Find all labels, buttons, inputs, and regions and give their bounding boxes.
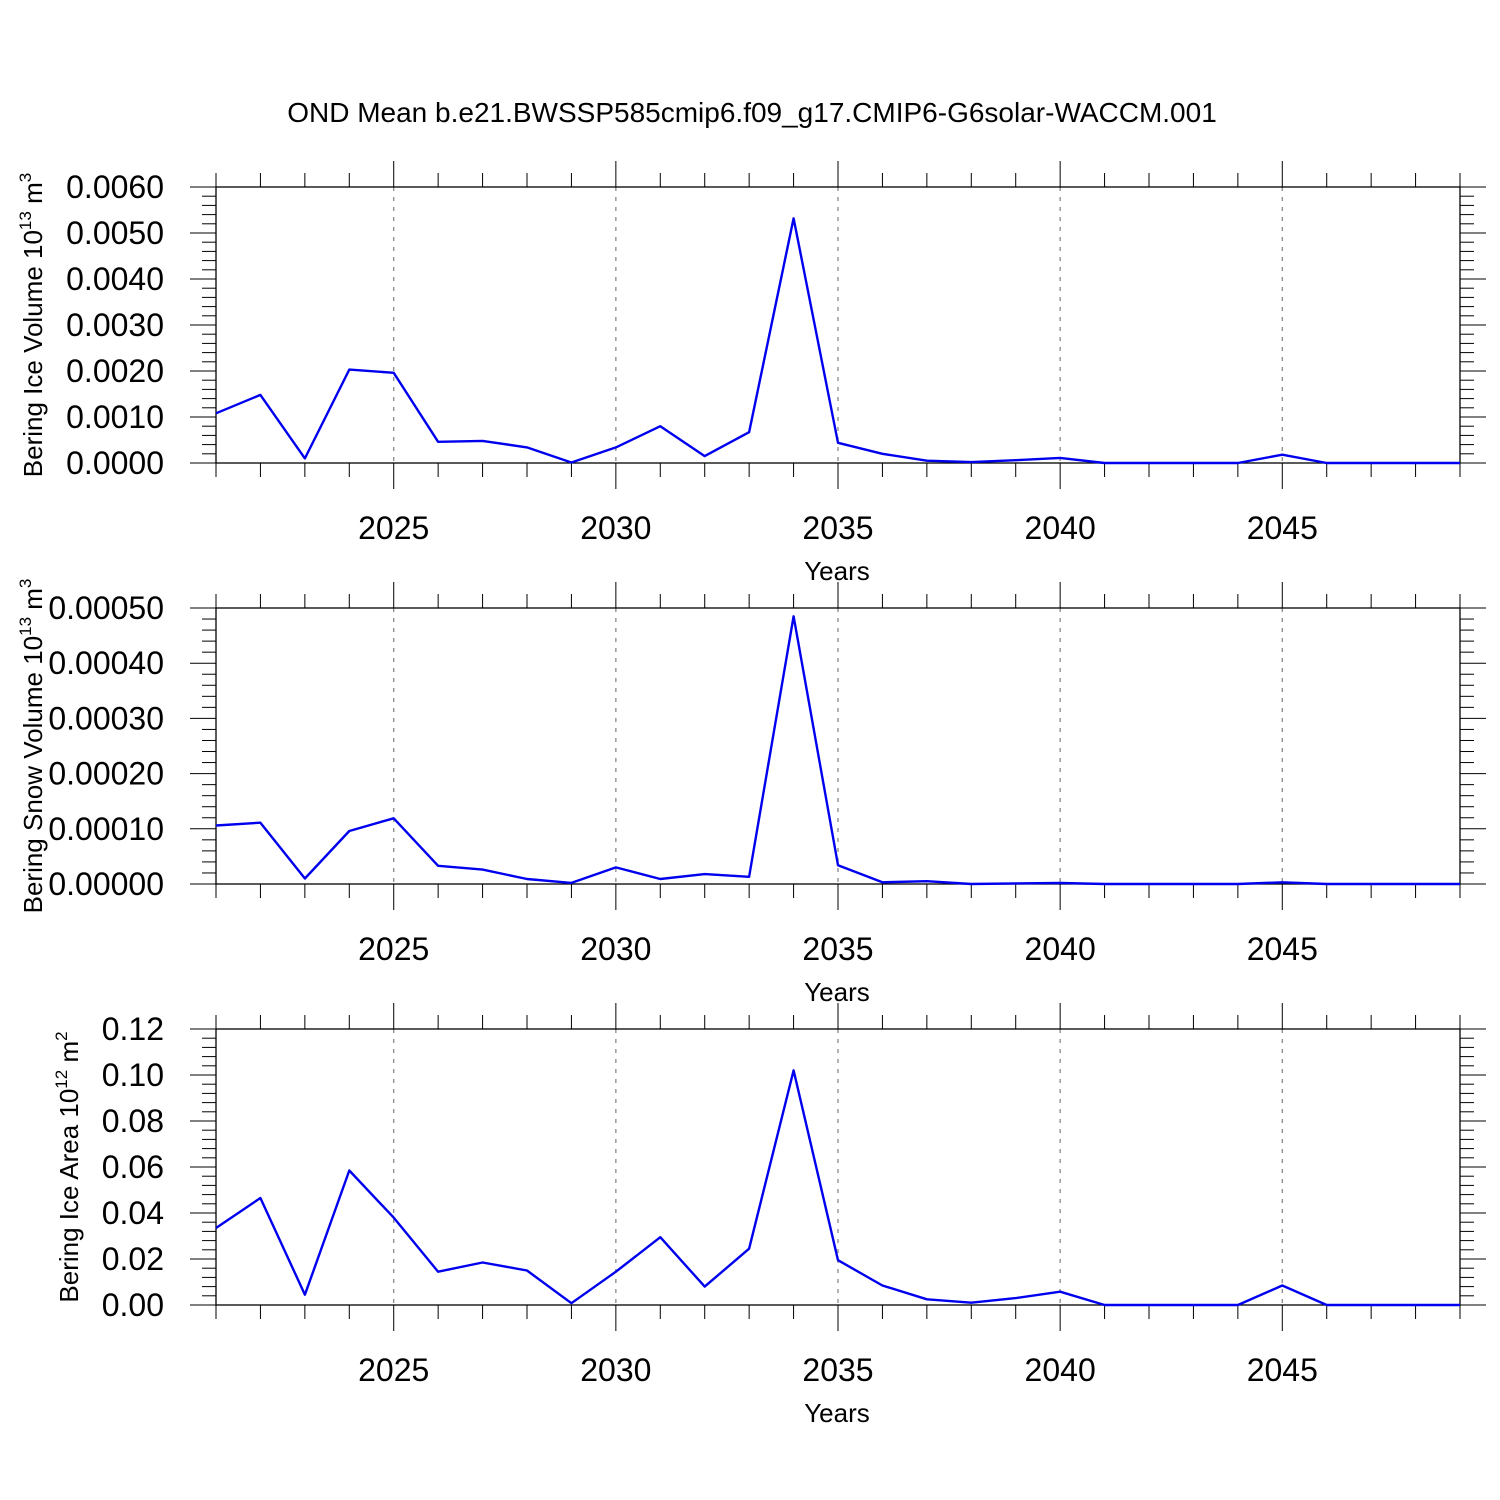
x-axis-title: Years xyxy=(804,1398,870,1428)
y-axis-title: Bering Ice Area 1012 m2 xyxy=(52,1031,84,1302)
x-axis-title: Years xyxy=(804,556,870,586)
series-line xyxy=(215,615,1460,886)
x-tick-label-2040: 2040 xyxy=(1025,931,1096,967)
x-tick-label-2045: 2045 xyxy=(1247,931,1318,967)
y-axis-title-unit: m xyxy=(54,1041,84,1070)
x-tick-label-2045: 2045 xyxy=(1247,1352,1318,1388)
y-axis-title-unit: m xyxy=(18,588,48,617)
y-tick-label-0.04: 0.04 xyxy=(102,1195,164,1231)
series-line xyxy=(215,1069,1460,1307)
y-axis-title-text: Bering Snow Volume 10 xyxy=(18,636,48,914)
y-tick-label-0.10: 0.10 xyxy=(102,1057,164,1093)
y-tick-label-0.08: 0.08 xyxy=(102,1103,164,1139)
x-tick-label-2030: 2030 xyxy=(580,931,651,967)
y-tick-label-0.00: 0.00 xyxy=(102,1287,164,1323)
y-tick-label-0.0010: 0.0010 xyxy=(66,399,164,435)
x-tick-label-2030: 2030 xyxy=(580,1352,651,1388)
y-tick-label-0.0060: 0.0060 xyxy=(66,169,164,205)
y-axis-title-exponent: 13 xyxy=(16,617,35,636)
y-axis-title-unit-exponent: 3 xyxy=(16,173,35,182)
y-tick-label-0.0030: 0.0030 xyxy=(66,307,164,343)
y-axis-title-exponent: 12 xyxy=(52,1070,71,1089)
panels: 2025 2030 2035 2040 2045 Years 0.0000 0.0010 0.0… xyxy=(16,161,1486,1428)
y-tick-label-0.00020: 0.00020 xyxy=(48,756,164,792)
y-tick-label-0.0020: 0.0020 xyxy=(66,353,164,389)
y-tick-label-0.00000: 0.00000 xyxy=(48,866,164,902)
y-tick-label-0.00010: 0.00010 xyxy=(48,811,164,847)
y-axis-title-unit-exponent: 2 xyxy=(52,1031,71,1040)
y-axis-title-exponent: 13 xyxy=(16,211,35,230)
x-tick-label-2035: 2035 xyxy=(802,931,873,967)
y-tick-label-0.00040: 0.00040 xyxy=(48,645,164,681)
x-tick-label-2035: 2035 xyxy=(802,510,873,546)
figure-title: OND Mean b.e21.BWSSP585cmip6.f09_g17.CMI… xyxy=(287,97,1217,128)
y-tick-label-0.02: 0.02 xyxy=(102,1241,164,1277)
x-tick-label-2030: 2030 xyxy=(580,510,651,546)
x-tick-label-2025: 2025 xyxy=(358,510,429,546)
y-tick-label-0.00030: 0.00030 xyxy=(48,700,164,736)
x-tick-label-2040: 2040 xyxy=(1025,1352,1096,1388)
y-axis-title-unit: m xyxy=(18,182,48,211)
chart-panel-1: 2025 2030 2035 2040 2045 Years 0.0000 0.0010 0.0… xyxy=(16,161,1486,586)
y-axis-title-text: Bering Ice Volume 10 xyxy=(18,230,48,477)
y-tick-label-0.0050: 0.0050 xyxy=(66,215,164,251)
chart-panel-2: 2025 2030 2035 2040 2045 Years 0.00000 0.00010 0… xyxy=(16,579,1486,1007)
y-axis-title-unit-exponent: 3 xyxy=(16,579,35,588)
y-tick-label-0.00050: 0.00050 xyxy=(48,590,164,626)
y-axis-title: Bering Snow Volume 1013 m3 xyxy=(16,579,48,914)
x-tick-label-2025: 2025 xyxy=(358,931,429,967)
y-axis-title-text: Bering Ice Area 10 xyxy=(54,1089,84,1303)
x-tick-label-2045: 2045 xyxy=(1247,510,1318,546)
y-tick-label-0.0040: 0.0040 xyxy=(66,261,164,297)
chart-panel-3: 2025 2030 2035 2040 2045 Years 0.00 0.02 0.04 0.0… xyxy=(52,1003,1486,1428)
x-axis-title: Years xyxy=(804,977,870,1007)
x-tick-label-2040: 2040 xyxy=(1025,510,1096,546)
y-tick-label-0.06: 0.06 xyxy=(102,1149,164,1185)
x-tick-label-2035: 2035 xyxy=(802,1352,873,1388)
y-tick-label-0.12: 0.12 xyxy=(102,1011,164,1047)
y-axis-title: Bering Ice Volume 1013 m3 xyxy=(16,173,48,477)
x-tick-label-2025: 2025 xyxy=(358,1352,429,1388)
series-line xyxy=(215,217,1460,465)
y-tick-label-0.0000: 0.0000 xyxy=(66,445,164,481)
